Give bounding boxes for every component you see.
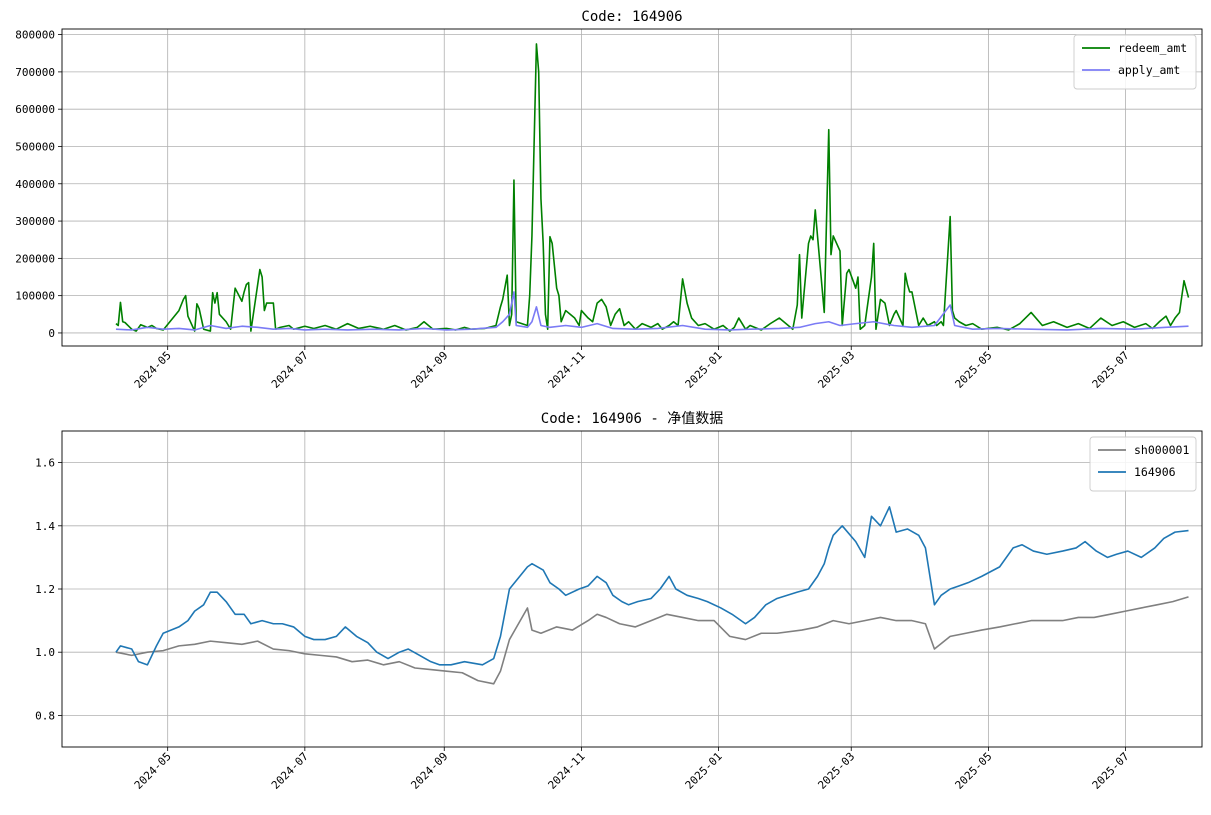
y-tick-label: 1.0 (35, 646, 55, 659)
plot-frame (61, 28, 1203, 347)
y-tick-label: 200000 (15, 252, 55, 265)
series-line-sh000001 (115, 596, 1189, 685)
x-tick-label: 2024-07 (269, 349, 311, 391)
plot-frame (61, 430, 1203, 748)
chart-title: Code: 164906 (581, 9, 682, 25)
x-tick-label: 2025-07 (1090, 750, 1132, 792)
x-tick-label: 2024-11 (546, 750, 588, 792)
x-tick-label: 2024-05 (132, 349, 174, 391)
x-tick-label: 2025-01 (683, 750, 725, 792)
y-tick-label: 1.6 (35, 457, 55, 470)
chart-panel-2: 2024-05 2024-07 2024-09 2024-11 2025-01 2025-… (35, 411, 1203, 792)
legend-label: sh000001 (1134, 443, 1189, 457)
y-tick-label: 800000 (15, 29, 55, 42)
series-line-164906 (115, 506, 1189, 666)
legend: redeem_amt apply_amt (1073, 34, 1197, 90)
legend-label: 164906 (1134, 465, 1176, 479)
legend: sh000001 164906 (1089, 436, 1197, 492)
x-tick-label: 2025-03 (815, 349, 857, 391)
series-line-apply_amt (115, 291, 1189, 331)
y-tick-label: 1.4 (35, 520, 55, 533)
x-tick-label: 2024-09 (408, 349, 450, 391)
y-tick-label: 600000 (15, 103, 55, 116)
series-line-redeem_amt (115, 43, 1190, 332)
chart-panel-1: 2024-05 2024-07 2024-09 2024-11 2025-01 2025-… (15, 9, 1203, 391)
y-tick-label: 700000 (15, 66, 55, 79)
x-tick-label: 2024-07 (269, 750, 311, 792)
y-tick-label: 300000 (15, 215, 55, 228)
legend-label: apply_amt (1118, 63, 1180, 77)
x-tick-label: 2024-05 (132, 750, 174, 792)
y-tick-label: 1.2 (35, 583, 55, 596)
y-tick-label: 0 (48, 327, 55, 340)
x-tick-label: 2024-09 (408, 750, 450, 792)
legend-label: redeem_amt (1118, 41, 1187, 55)
x-tick-label: 2025-05 (953, 750, 995, 792)
y-tick-label: 100000 (15, 290, 55, 303)
x-tick-label: 2025-05 (953, 349, 995, 391)
chart-title: Code: 164906 - 净值数据 (541, 411, 723, 427)
x-tick-label: 2025-01 (683, 349, 725, 391)
x-tick-label: 2025-03 (815, 750, 857, 792)
y-tick-label: 400000 (15, 178, 55, 191)
y-tick-label: 0.8 (35, 709, 55, 722)
x-tick-label: 2024-11 (546, 349, 588, 391)
y-tick-label: 500000 (15, 140, 55, 153)
x-tick-label: 2025-07 (1090, 349, 1132, 391)
